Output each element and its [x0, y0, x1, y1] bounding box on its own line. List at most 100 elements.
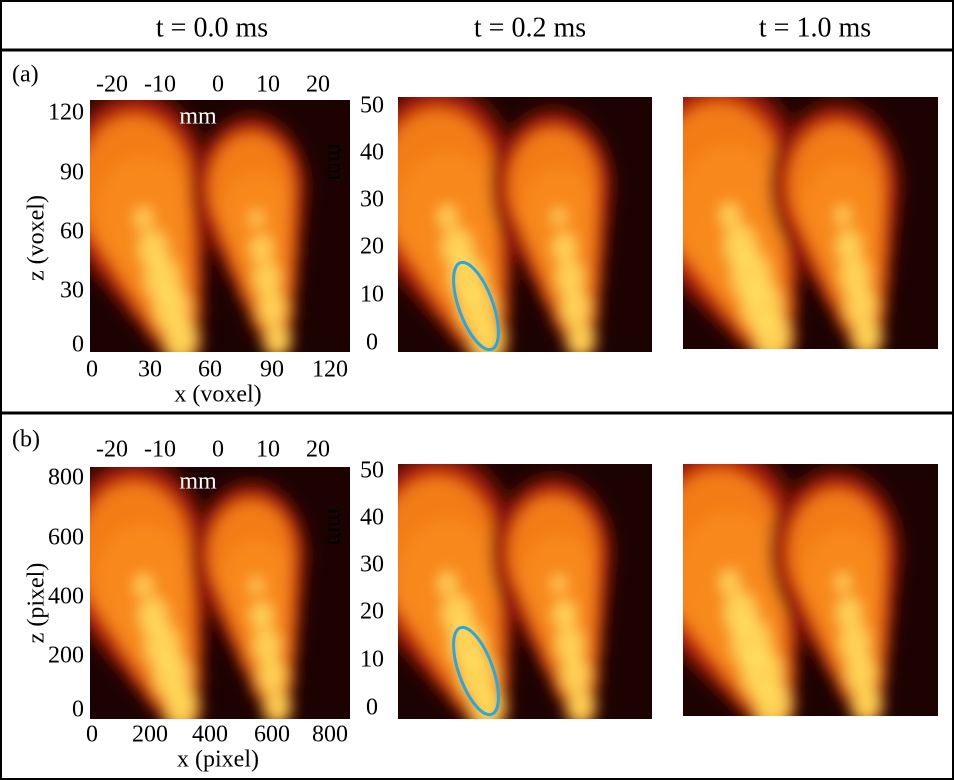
tick-label: 120: [48, 100, 84, 126]
flame-blob: [569, 691, 593, 719]
flame-blob: [438, 572, 457, 596]
flame-blob: [138, 230, 168, 268]
tick-label: 0: [366, 695, 378, 721]
axis-label: mm: [322, 143, 348, 181]
unit-label: mm: [179, 469, 217, 495]
tick-label: 200: [48, 643, 84, 669]
flame-blob: [145, 256, 180, 302]
tick-label: 600: [254, 722, 290, 748]
flame-image: [683, 464, 905, 716]
tick-label: 50: [360, 458, 384, 484]
axis-label: mm: [322, 508, 348, 546]
flame-blob: [438, 205, 457, 229]
tick-label: 0: [212, 437, 224, 463]
axis-label: z (pixel): [24, 563, 50, 644]
tick-label: 30: [60, 278, 84, 304]
flame-blob: [135, 574, 153, 597]
tick-label: 10: [360, 647, 384, 673]
tick-label: 30: [138, 357, 162, 383]
flame-blob: [683, 471, 782, 634]
axis-label: x (pixel): [177, 747, 259, 773]
flame-blob: [253, 629, 280, 663]
tick-label: -10: [144, 437, 176, 463]
flame-blob: [253, 262, 280, 296]
tick-label: -20: [96, 437, 128, 463]
tick-label: 0: [86, 357, 98, 383]
flame: [683, 464, 905, 716]
tick-label: 60: [198, 357, 222, 383]
tick-label: 600: [48, 525, 84, 551]
tick-label: 0: [212, 72, 224, 98]
flame-image: [683, 97, 905, 349]
tick-label: 10: [256, 437, 280, 463]
tick-label: 20: [306, 72, 330, 98]
flame-blob: [210, 501, 293, 609]
flame-blob: [845, 654, 876, 693]
flame-blob: [250, 210, 263, 227]
flame-blob: [510, 496, 597, 610]
flame-blob: [835, 206, 851, 225]
tick-label: 90: [60, 160, 84, 186]
flame-blob: [553, 599, 576, 630]
tick-label: 20: [306, 437, 330, 463]
tick-label: 0: [72, 697, 84, 723]
unit-label: mm: [179, 104, 217, 130]
tick-label: 20: [360, 599, 384, 625]
flame-blob: [398, 478, 496, 629]
flame-blob: [90, 116, 189, 260]
flame-blob: [266, 692, 289, 719]
flame-blob: [259, 659, 285, 693]
flame-blob: [840, 623, 870, 662]
flame-blob: [840, 256, 870, 295]
tick-label: 400: [48, 584, 84, 610]
flame-blob: [145, 623, 180, 669]
flame-blob: [250, 234, 273, 263]
tick-label: 200: [132, 722, 168, 748]
flame-blob: [210, 134, 293, 242]
tick-label: 10: [360, 282, 384, 308]
flame-blob: [442, 594, 473, 634]
flame-blob: [250, 601, 273, 630]
flame-blob: [835, 573, 851, 592]
tick-label: 40: [360, 505, 384, 531]
flame-blob: [790, 491, 884, 613]
flame-blob: [138, 597, 168, 635]
flame-blob: [553, 232, 576, 263]
time-label: t = 1.0 ms: [759, 12, 871, 43]
flame-blob: [569, 324, 593, 352]
flame-blob: [719, 202, 740, 229]
flame-blob: [510, 129, 597, 243]
flame-image: [90, 467, 311, 719]
tick-label: -10: [144, 72, 176, 98]
flame-image: [90, 100, 311, 352]
axis-label: z (voxel): [24, 195, 50, 281]
tick-label: 30: [360, 552, 384, 578]
flame-blob: [854, 320, 880, 349]
flame: [683, 97, 905, 349]
tick-label: 90: [260, 357, 284, 383]
tick-label: -20: [96, 72, 128, 98]
flame-blob: [90, 483, 189, 627]
tick-label: 30: [360, 187, 384, 213]
flame: [90, 100, 311, 352]
panel-label: (a): [12, 62, 39, 88]
flame-blob: [790, 124, 884, 246]
tick-label: 0: [72, 332, 84, 358]
tick-label: 20: [360, 234, 384, 260]
tick-label: 50: [360, 93, 384, 119]
tick-label: 60: [60, 219, 84, 245]
flame-blob: [250, 577, 263, 594]
flame-blob: [845, 287, 876, 326]
axis-label: x (voxel): [174, 382, 261, 408]
flame-blob: [683, 104, 782, 267]
flame-blob: [836, 229, 861, 262]
flame-blob: [552, 208, 566, 226]
flame-blob: [266, 325, 289, 352]
flame-blob: [398, 111, 496, 262]
panel-label: (b): [12, 427, 40, 453]
flame-blob: [719, 569, 740, 596]
flame-blob: [442, 227, 473, 267]
tick-label: 400: [192, 722, 228, 748]
flame: [398, 97, 617, 352]
